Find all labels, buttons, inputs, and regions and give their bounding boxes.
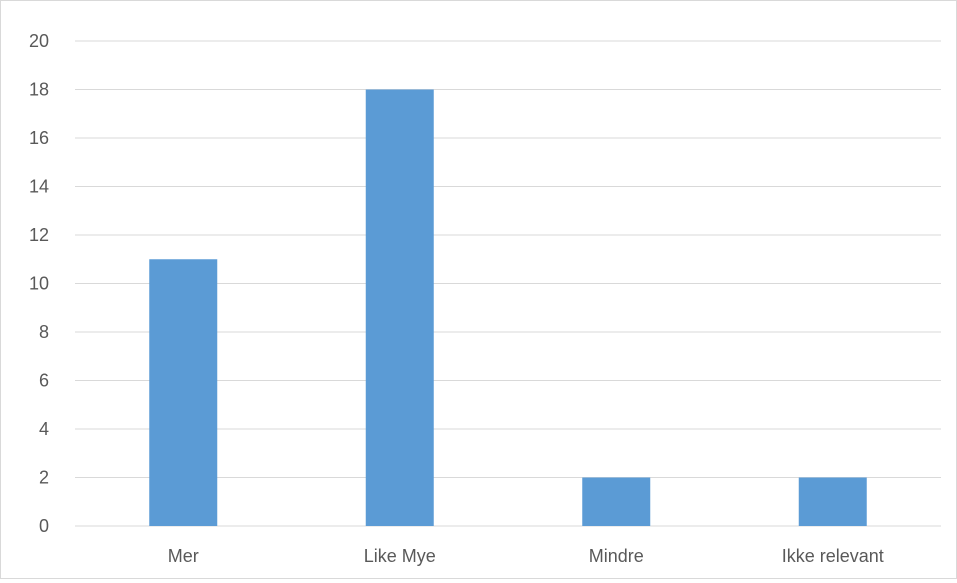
x-tick-label: Mer (168, 546, 199, 566)
y-tick-label: 2 (39, 468, 49, 488)
y-tick-label: 20 (29, 31, 49, 51)
y-tick-label: 8 (39, 322, 49, 342)
y-tick-label: 4 (39, 419, 49, 439)
x-tick-label: Ikke relevant (782, 546, 884, 566)
x-axis-ticks: Mer Like Mye Mindre Ikke relevant (168, 546, 884, 566)
bar-mer (149, 259, 218, 526)
x-tick-label: Mindre (589, 546, 644, 566)
y-tick-label: 0 (39, 516, 49, 536)
y-tick-label: 10 (29, 274, 49, 294)
y-tick-label: 14 (29, 177, 49, 197)
x-tick-label: Like Mye (364, 546, 436, 566)
y-tick-label: 12 (29, 225, 49, 245)
bar-like-mye (365, 89, 434, 526)
bars (149, 89, 867, 526)
y-tick-label: 18 (29, 80, 49, 100)
y-tick-label: 6 (39, 371, 49, 391)
bar-ikke-relevant (798, 477, 867, 526)
y-axis-ticks: 0 2 4 6 8 10 12 14 16 18 20 (29, 31, 49, 536)
bar-mindre (582, 477, 651, 526)
gridlines (75, 40, 941, 527)
y-tick-label: 16 (29, 128, 49, 148)
